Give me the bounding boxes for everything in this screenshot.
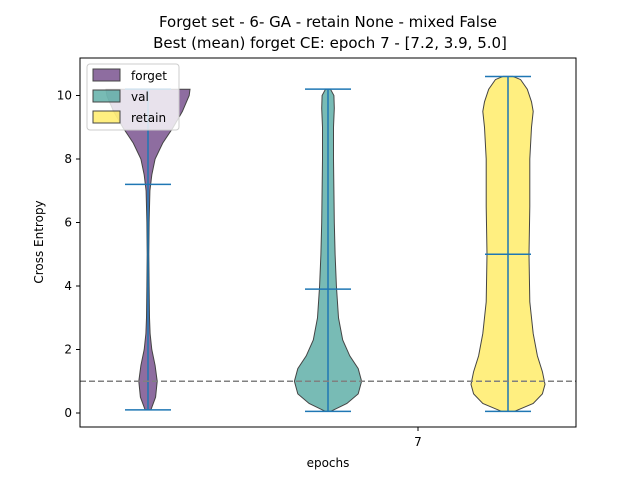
y-tick-label: 6 bbox=[64, 216, 72, 230]
x-axis: 7 bbox=[414, 427, 422, 449]
stats-layer bbox=[125, 75, 531, 413]
chart-title-line1: Forget set - 6- GA - retain None - mixed… bbox=[159, 13, 497, 31]
legend-swatch-retain bbox=[92, 110, 121, 124]
y-tick-label: 10 bbox=[57, 89, 72, 103]
legend-swatch-val bbox=[92, 89, 121, 103]
legend-label-retain: retain bbox=[131, 111, 166, 125]
legend-label-forget: forget bbox=[131, 69, 167, 83]
y-tick-label: 8 bbox=[64, 152, 72, 166]
y-axis-label: Cross Entropy bbox=[32, 200, 46, 283]
x-axis-label: epochs bbox=[307, 456, 350, 470]
legend: forget val retain bbox=[86, 63, 180, 131]
chart-title-line2: Best (mean) forget CE: epoch 7 - [7.2, 3… bbox=[153, 34, 507, 52]
y-axis: 0 2 4 6 8 10 bbox=[57, 89, 80, 420]
y-tick-label: 4 bbox=[64, 279, 72, 293]
x-tick-label: 7 bbox=[414, 435, 422, 449]
plot-frame bbox=[79, 57, 577, 428]
legend-swatch-forget bbox=[92, 68, 121, 82]
legend-label-val: val bbox=[131, 90, 149, 104]
y-tick-label: 2 bbox=[64, 343, 72, 357]
y-tick-label: 0 bbox=[64, 406, 72, 420]
